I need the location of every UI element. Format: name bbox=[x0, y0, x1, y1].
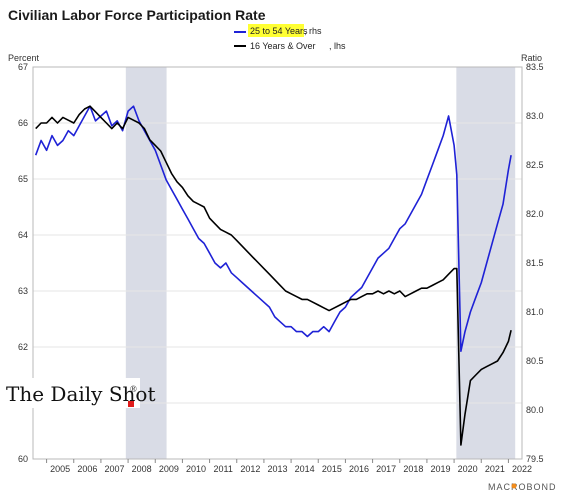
plot-frame bbox=[32, 66, 523, 460]
series-line-blue bbox=[34, 105, 512, 353]
left-tick-label: 66 bbox=[18, 118, 28, 128]
left-tick-label: 65 bbox=[18, 174, 28, 184]
left-tick-label: 67 bbox=[18, 62, 28, 72]
right-tick-label: 83.5 bbox=[526, 62, 544, 72]
legend-highlight bbox=[248, 24, 304, 37]
x-tick-label: 2019 bbox=[430, 464, 450, 474]
x-tick-label: 2012 bbox=[240, 464, 260, 474]
right-tick-label: 80.0 bbox=[526, 405, 544, 415]
right-axis-ticks: 79.5 80.0 80.5 81.0 81.5 82.0 82.5 83.0 83.5 bbox=[526, 62, 544, 464]
legend: 25 to 54 Years , rhs 16 Years & Over , l… bbox=[234, 24, 346, 51]
series-lines bbox=[34, 105, 512, 446]
brand-watermark: The Daily Shot ® bbox=[0, 378, 155, 408]
source-dot bbox=[511, 483, 517, 489]
right-tick-label: 80.5 bbox=[526, 356, 544, 366]
left-axis-unit: Percent bbox=[8, 53, 40, 63]
x-tick-label: 2005 bbox=[50, 464, 70, 474]
right-tick-label: 81.5 bbox=[526, 258, 544, 268]
right-tick-label: 82.5 bbox=[526, 160, 544, 170]
chart-title: Civilian Labor Force Participation Rate bbox=[8, 7, 266, 23]
x-axis-ticks: 2005 2006 2007 2008 2009 2010 2011 2012 2013 2014… bbox=[46, 459, 532, 474]
x-tick-label: 2008 bbox=[132, 464, 152, 474]
brand-dot bbox=[128, 401, 134, 407]
x-tick-label: 2018 bbox=[403, 464, 423, 474]
brand-mark: ® bbox=[130, 384, 137, 394]
legend-label-black-suffix: , lhs bbox=[329, 41, 346, 51]
recession-band-1 bbox=[456, 67, 516, 459]
brand-backdrop bbox=[0, 378, 140, 408]
x-tick-label: 2010 bbox=[186, 464, 206, 474]
legend-label-blue-name: 25 to 54 Years bbox=[250, 26, 308, 36]
right-axis-unit: Ratio bbox=[521, 53, 542, 63]
x-tick-label: 2006 bbox=[77, 464, 97, 474]
right-tick-label: 82.0 bbox=[526, 209, 544, 219]
right-tick-label: 79.5 bbox=[526, 454, 544, 464]
x-tick-label: 2014 bbox=[295, 464, 315, 474]
x-tick-label: 2022 bbox=[512, 464, 532, 474]
x-tick-label: 2015 bbox=[322, 464, 342, 474]
x-tick-label: 2020 bbox=[458, 464, 478, 474]
x-tick-label: 2013 bbox=[267, 464, 287, 474]
left-tick-label: 64 bbox=[18, 230, 28, 240]
x-tick-label: 2007 bbox=[104, 464, 124, 474]
x-tick-label: 2009 bbox=[159, 464, 179, 474]
series-line-black bbox=[35, 105, 512, 446]
left-tick-label: 60 bbox=[18, 454, 28, 464]
x-tick-label: 2016 bbox=[349, 464, 369, 474]
x-tick-label: 2011 bbox=[213, 464, 232, 474]
x-tick-label: 2021 bbox=[485, 464, 505, 474]
right-tick-label: 83.0 bbox=[526, 111, 544, 121]
legend-label-black-name: 16 Years & Over bbox=[250, 41, 316, 51]
left-tick-label: 62 bbox=[18, 342, 28, 352]
left-tick-label: 63 bbox=[18, 286, 28, 296]
x-tick-label: 2017 bbox=[376, 464, 396, 474]
source-label: MACROBOND bbox=[488, 482, 557, 492]
legend-label-blue-suffix: , rhs bbox=[304, 26, 322, 36]
recession-bands bbox=[125, 67, 516, 459]
right-tick-label: 81.0 bbox=[526, 307, 544, 317]
source-logo: MACROBOND bbox=[488, 482, 557, 492]
